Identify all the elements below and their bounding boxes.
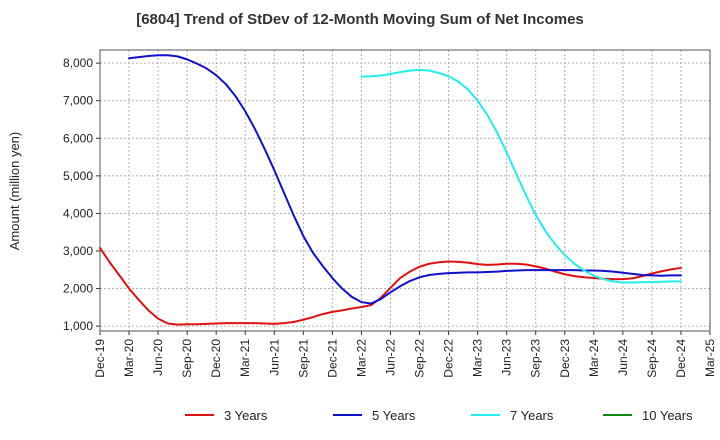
legend-label: 10 Years [642, 408, 693, 423]
legend-label: 5 Years [372, 408, 416, 423]
x-tick-label: Mar-25 [703, 339, 717, 377]
x-tick-label: Sep-21 [296, 339, 310, 378]
series-line-3-years [99, 246, 682, 326]
x-tick-label: Mar-22 [354, 339, 368, 377]
y-tick-label: 6,000 [63, 131, 93, 145]
y-tick-label: 8,000 [63, 56, 93, 70]
x-tick-label: Mar-20 [122, 339, 136, 377]
grid-lines [99, 50, 711, 331]
y-axis-label: Amount (million yen) [7, 132, 22, 251]
x-tick-label: Mar-21 [238, 339, 252, 377]
x-tick-label: Sep-24 [645, 339, 659, 378]
y-tick-label: 2,000 [63, 282, 93, 296]
y-tick-label: 1,000 [63, 319, 93, 333]
x-tick-label: Jun-21 [267, 339, 281, 376]
x-tick-label: Dec-21 [325, 339, 339, 378]
y-tick-label: 4,000 [63, 206, 93, 220]
x-tick-label: Sep-23 [529, 339, 543, 378]
series-line-7-years [360, 68, 682, 284]
x-tick-label: Dec-22 [442, 339, 456, 378]
y-tick-label: 3,000 [63, 244, 93, 258]
x-tick-label: Dec-24 [674, 339, 688, 378]
axes: 1,000 2,000 3,000 4,000 5,000 6,000 7,000 8,000… [63, 49, 717, 378]
chart-title: [6804] Trend of StDev of 12-Month Moving… [136, 11, 584, 28]
legend-label: 3 Years [224, 408, 268, 423]
x-tick-label: Jun-23 [500, 339, 514, 376]
x-tick-label: Mar-23 [471, 339, 485, 377]
legend: 3 Years 5 Years 7 Years 10 Years [185, 408, 693, 423]
x-tick-label: Jun-24 [616, 339, 630, 376]
x-tick-label: Jun-20 [151, 339, 165, 376]
plot-frame [99, 49, 711, 332]
y-tick-label: 5,000 [63, 169, 93, 183]
series-lines [99, 54, 682, 326]
x-tick-label: Jun-22 [383, 339, 397, 376]
x-tick-label: Sep-22 [413, 339, 427, 378]
series-line-5-years [128, 54, 682, 305]
x-tick-label: Sep-20 [180, 339, 194, 378]
x-tick-label: Dec-23 [558, 339, 572, 378]
x-tick-label: Dec-19 [93, 339, 107, 378]
legend-label: 7 Years [510, 408, 554, 423]
x-tick-label: Mar-24 [587, 339, 601, 377]
y-tick-label: 7,000 [63, 94, 93, 108]
x-tick-label: Dec-20 [209, 339, 223, 378]
